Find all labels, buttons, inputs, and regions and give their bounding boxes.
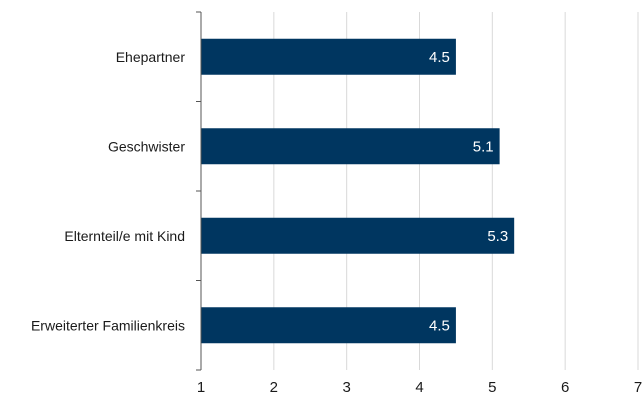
category-label: Geschwister [108, 138, 185, 154]
bar-layer [201, 38, 515, 344]
bar [201, 128, 500, 165]
x-tick-label: 2 [270, 379, 278, 396]
x-tick-label: 6 [561, 379, 569, 396]
bar [201, 38, 456, 75]
axis-layer [196, 11, 202, 371]
x-tick-label: 4 [415, 379, 423, 396]
x-tick-label: 3 [342, 379, 350, 396]
data-label: 5.1 [473, 138, 494, 155]
bar [201, 307, 456, 344]
data-label: 4.5 [429, 317, 450, 334]
label-layer: 4.5 Ehepartner 5.1 Geschwister 5.3 Elternteil… [31, 49, 642, 396]
category-label: Elternteil/e mit Kind [64, 228, 185, 244]
data-label: 4.5 [429, 49, 450, 66]
x-tick-label: 1 [197, 379, 205, 396]
x-tick-label: 7 [634, 379, 642, 396]
x-tick-label: 5 [488, 379, 496, 396]
category-label: Ehepartner [116, 49, 186, 65]
data-label: 5.3 [487, 228, 508, 245]
category-label: Erweiterter Familienkreis [31, 317, 185, 333]
bar [201, 217, 515, 254]
